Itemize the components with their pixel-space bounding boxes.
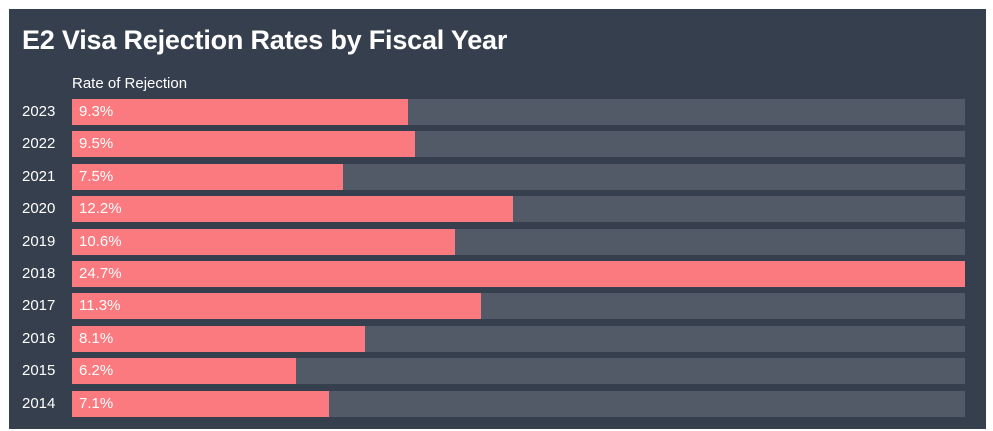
bar-value-label: 9.3% xyxy=(79,103,114,120)
year-label: 2017 xyxy=(22,297,56,314)
bar-track: 7.1% xyxy=(72,391,965,417)
bar xyxy=(72,164,343,190)
bar-value-label: 11.3% xyxy=(79,297,121,314)
bar xyxy=(72,196,513,222)
bar xyxy=(72,131,415,157)
bar-track: 11.3% xyxy=(72,293,965,319)
chart-panel: E2 Visa Rejection Rates by Fiscal Year R… xyxy=(9,9,986,429)
year-label: 2018 xyxy=(22,265,56,282)
bar-track: 8.1% xyxy=(72,326,965,352)
bar xyxy=(72,229,455,255)
bar-rows: 2023 9.3% 2022 9.5% 2021 7.5% 2020 12.2% 2019 10.… xyxy=(9,9,986,429)
bar-track: 24.7% xyxy=(72,261,965,287)
bar xyxy=(72,293,481,319)
bar-value-label: 12.2% xyxy=(79,200,122,217)
year-label: 2016 xyxy=(22,330,56,347)
bar xyxy=(72,358,296,384)
chart-title: E2 Visa Rejection Rates by Fiscal Year xyxy=(22,25,508,55)
bar-track: 12.2% xyxy=(72,196,965,222)
bar-value-label: 8.1% xyxy=(79,330,114,347)
bar xyxy=(72,326,365,352)
year-label: 2020 xyxy=(22,200,56,217)
bar-value-label: 6.2% xyxy=(79,362,114,379)
year-label: 2021 xyxy=(22,168,56,185)
bar-value-label: 7.5% xyxy=(79,168,114,185)
bar xyxy=(72,99,408,125)
year-label: 2023 xyxy=(22,103,56,120)
column-label: Rate of Rejection xyxy=(72,75,188,92)
year-label: 2014 xyxy=(22,395,56,412)
year-label: 2015 xyxy=(22,362,56,379)
bar-track: 6.2% xyxy=(72,358,965,384)
year-label: 2019 xyxy=(22,233,56,250)
bar xyxy=(72,261,965,287)
bar-value-label: 9.5% xyxy=(79,135,114,152)
bar-track: 9.5% xyxy=(72,131,965,157)
bar-track: 9.3% xyxy=(72,99,965,125)
bar-track: 10.6% xyxy=(72,229,965,255)
bar-value-label: 7.1% xyxy=(79,395,114,412)
year-label: 2022 xyxy=(22,135,56,152)
bar-value-label: 24.7% xyxy=(79,265,122,282)
bar-track: 7.5% xyxy=(72,164,965,190)
bar xyxy=(72,391,329,417)
bar-value-label: 10.6% xyxy=(79,233,122,250)
